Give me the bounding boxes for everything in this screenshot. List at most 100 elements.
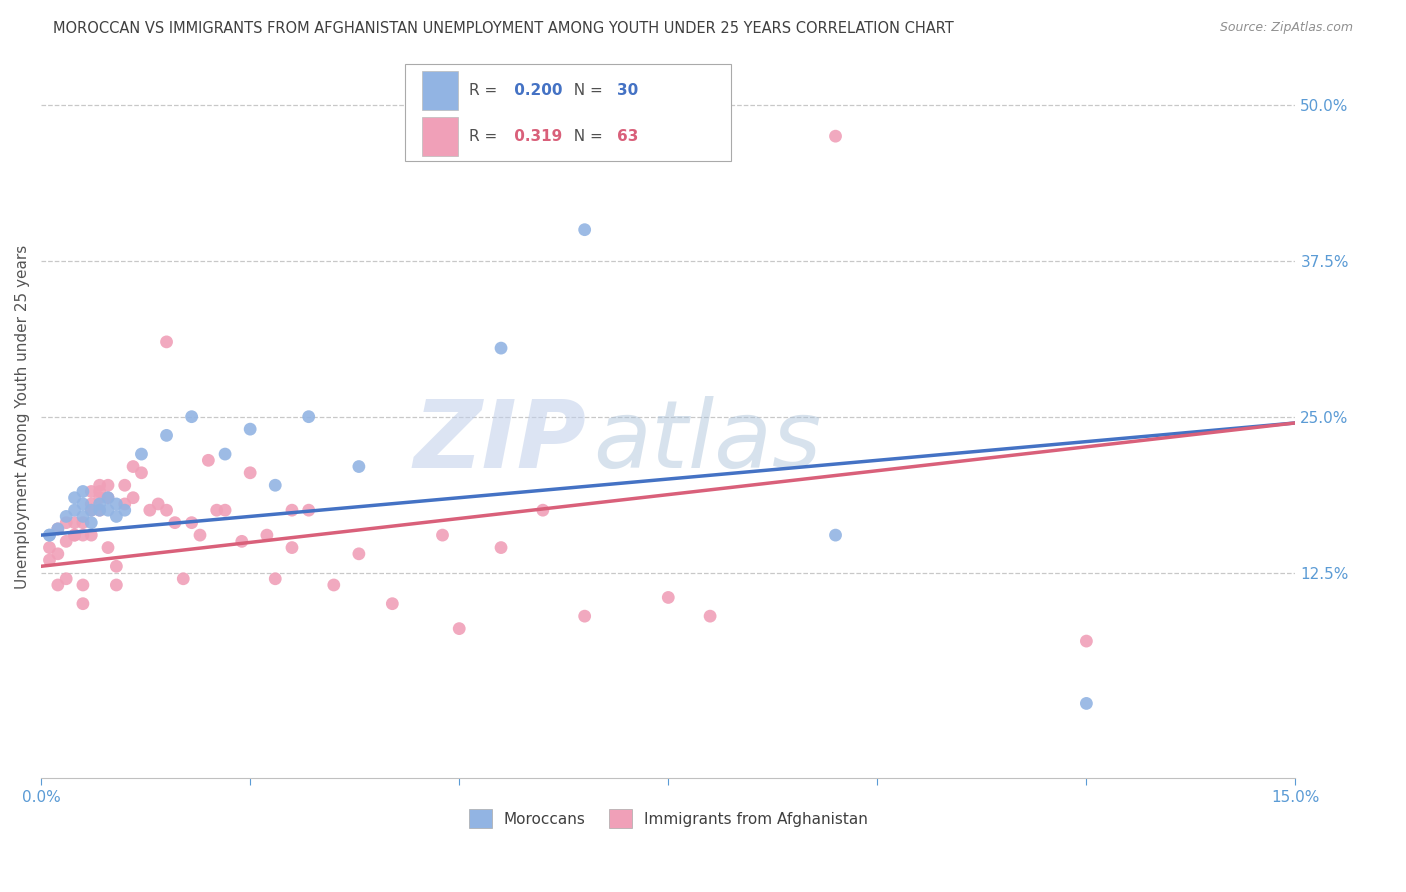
Point [38,553,60,567]
Point [188,528,211,542]
Point [114,497,136,511]
Text: R =: R = [468,84,502,98]
Point [155,428,177,442]
Point [214,447,236,461]
Point [55,534,77,549]
Point [97,503,120,517]
Text: N =: N = [564,84,607,98]
Point [657,591,679,605]
Point [80,497,103,511]
Point [155,334,177,349]
Text: ZIP: ZIP [413,396,586,488]
Point [80,503,103,517]
Point [432,528,454,542]
Point [489,541,512,555]
Point [205,503,228,517]
Point [180,516,202,530]
Point [1076,697,1098,711]
Point [72,528,94,542]
Point [55,509,77,524]
Point [239,466,262,480]
FancyBboxPatch shape [405,64,731,161]
Point [824,129,846,144]
Point [38,541,60,555]
Point [155,503,177,517]
Text: 0.319: 0.319 [509,128,562,144]
Point [381,597,404,611]
Text: N =: N = [564,128,607,144]
Point [97,491,120,505]
Point [180,409,202,424]
Point [131,466,153,480]
Point [322,578,344,592]
Point [105,578,128,592]
Point [347,547,370,561]
Point [89,478,111,492]
Legend: Moroccans, Immigrants from Afghanistan: Moroccans, Immigrants from Afghanistan [461,802,876,836]
Point [231,534,253,549]
Point [489,341,512,355]
Point [55,572,77,586]
Point [46,522,69,536]
Point [63,491,86,505]
Point [63,528,86,542]
Point [114,503,136,517]
Point [256,528,278,542]
Point [172,572,194,586]
Point [89,503,111,517]
Point [89,491,111,505]
Text: Source: ZipAtlas.com: Source: ZipAtlas.com [1219,21,1353,34]
Point [197,453,219,467]
Point [55,516,77,530]
Text: MOROCCAN VS IMMIGRANTS FROM AFGHANISTAN UNEMPLOYMENT AMONG YOUTH UNDER 25 YEARS : MOROCCAN VS IMMIGRANTS FROM AFGHANISTAN … [53,21,955,36]
Text: 30: 30 [617,84,638,98]
Y-axis label: Unemployment Among Youth under 25 years: Unemployment Among Youth under 25 years [15,244,30,589]
Point [105,559,128,574]
Point [80,484,103,499]
Point [38,528,60,542]
Point [122,459,145,474]
Point [80,516,103,530]
Point [449,622,471,636]
Point [1076,634,1098,648]
Point [163,516,186,530]
Point [281,541,304,555]
Point [824,528,846,542]
FancyBboxPatch shape [422,71,457,111]
Point [131,447,153,461]
Point [72,597,94,611]
Point [298,409,321,424]
Point [264,478,287,492]
Point [298,503,321,517]
Point [264,572,287,586]
Text: R =: R = [468,128,502,144]
Text: 0.200: 0.200 [509,84,562,98]
Point [63,528,86,542]
Text: 63: 63 [617,128,638,144]
Text: atlas: atlas [593,396,821,488]
Point [72,578,94,592]
Point [574,609,596,624]
Point [239,422,262,436]
Point [347,459,370,474]
Point [46,522,69,536]
Point [148,497,170,511]
Point [46,547,69,561]
Point [139,503,162,517]
Point [97,541,120,555]
Point [214,503,236,517]
Point [105,497,128,511]
Point [72,484,94,499]
Point [80,528,103,542]
Point [80,503,103,517]
Point [46,578,69,592]
Point [63,516,86,530]
FancyBboxPatch shape [422,117,457,155]
Point [574,222,596,236]
Point [89,497,111,511]
Point [72,497,94,511]
Point [72,509,94,524]
Point [89,484,111,499]
Point [63,503,86,517]
Point [699,609,721,624]
